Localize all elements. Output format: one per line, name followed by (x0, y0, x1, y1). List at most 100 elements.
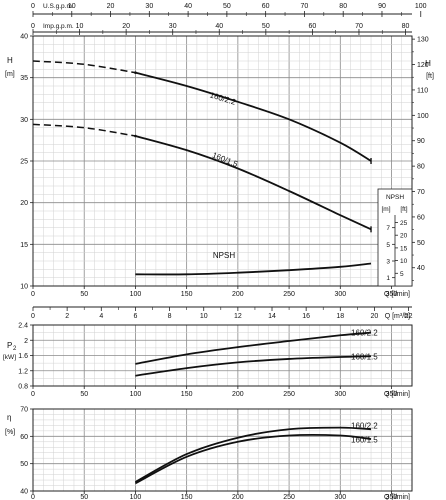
m3h-tick-label: 8 (168, 313, 172, 320)
power-y-axis-label-p: P (7, 341, 12, 350)
power-x-tick-label: 250 (283, 391, 295, 398)
m3h-tick-label: 14 (268, 313, 276, 320)
impgpm-tick-label: 30 (169, 23, 177, 30)
usgpm-tick-label: 10 (68, 3, 76, 10)
eff-y-tick-label: 50 (20, 461, 28, 468)
head-y-tick-label: 10 (20, 284, 28, 291)
head-ft-tick-label: 130 (417, 37, 429, 44)
head-ft-tick-label: 120 (417, 62, 429, 69)
power-y-tick-label: 1.6 (18, 353, 28, 360)
npsh-ft-tick-label: 20 (400, 233, 408, 240)
head-16015-line (135, 135, 372, 231)
head-16022-line (135, 71, 372, 162)
usgpm-axis-label: U.S.g.p.m. (43, 3, 74, 10)
npsh-m-tick-label: 3 (386, 259, 390, 266)
usgpm-tick-label: 30 (145, 3, 153, 10)
m3h-tick-label: 20 (371, 313, 379, 320)
axes-layer (30, 11, 422, 494)
power-y-axis-unit: [kW] (3, 354, 16, 361)
npsh-ft-tick-label: 15 (400, 245, 408, 252)
m3h-tick-label: 22 (405, 313, 413, 320)
head-ft-tick-label: 40 (417, 265, 425, 272)
usgpm-tick-label: 60 (262, 3, 270, 10)
eff-y-axis-unit: [%] (5, 429, 15, 436)
usgpm-tick-label: 90 (378, 3, 386, 10)
npsh-m-tick-label: 5 (386, 242, 390, 249)
power-16015-line (135, 355, 372, 377)
head-y-tick-label: 40 (20, 34, 28, 41)
head-x-tick-label: 150 (181, 291, 193, 298)
eff-x-tick-label: 0 (31, 494, 35, 500)
npsh-ft-tick-label: 10 (400, 258, 408, 265)
power-x-tick-label: 350 (386, 391, 398, 398)
impgpm-tick-label: 20 (122, 23, 130, 30)
impgpm-tick-label: 40 (215, 23, 223, 30)
head-series-label-npsh: NPSH (213, 251, 235, 260)
head-x-axis-label: Q [l/min] (384, 291, 410, 298)
m3h-tick-label: 2 (65, 313, 69, 320)
m3h-tick-label: 0 (31, 313, 35, 320)
head-16015-extrapolated-line (32, 123, 136, 137)
eff-16022-line (134, 426, 372, 483)
head-ft-tick-label: 90 (417, 138, 425, 145)
head-curve-start-dot (134, 134, 137, 138)
head-right-axis-label-h: H (425, 59, 431, 68)
head-x-tick-label: 100 (130, 291, 142, 298)
head-y-tick-label: 30 (20, 117, 28, 124)
head-curve-start-dot (134, 71, 137, 74)
head-right-axis-unit-ft: [ft] (426, 73, 434, 80)
eff-x-tick-label: 50 (80, 494, 88, 500)
usgpm-tick-label: 70 (301, 3, 309, 10)
head-16022-extrapolated-line (32, 60, 136, 74)
impgpm-tick-label: 60 (309, 23, 317, 30)
head-x-tick-label: 200 (232, 291, 244, 298)
eff-x-tick-label: 300 (334, 494, 346, 500)
head-ft-tick-label: 70 (417, 189, 425, 196)
m3h-tick-label: 12 (234, 313, 242, 320)
impgpm-tick-label: 10 (76, 23, 84, 30)
head-series-label-160-2.2: 160/2.2 (209, 90, 238, 107)
power-y-tick-label: 2 (24, 338, 28, 345)
impgpm-axis-label: Imp.g.p.m. (43, 23, 74, 30)
head-x-tick-label: 350 (386, 291, 398, 298)
head-ft-tick-label: 60 (417, 214, 425, 221)
power-series-label-160-1.5: 160/1.5 (351, 352, 378, 361)
m3h-axis-label: Q [m³/h] (385, 313, 410, 320)
series-layer (32, 60, 372, 485)
impgpm-tick-label: 70 (355, 23, 363, 30)
eff-series-label-160-2.2: 160/2.2 (351, 422, 378, 431)
head-NPSH-line (135, 262, 372, 276)
head-series-label-160-1.5: 160/1.5 (211, 151, 240, 170)
eff-y-tick-label: 40 (20, 489, 28, 496)
impgpm-tick-label: 50 (262, 23, 270, 30)
eff-series-label-160-1.5: 160/1.5 (351, 436, 378, 445)
eff-y-axis-label-eta: η (7, 413, 11, 422)
head-x-tick-label: 250 (283, 291, 295, 298)
head-ft-tick-label: 50 (417, 240, 425, 247)
head-y-tick-label: 20 (20, 200, 28, 207)
power-x-axis-label: Q [l/min] (384, 391, 410, 398)
eff-x-tick-label: 250 (283, 494, 295, 500)
eff-x-tick-label: 150 (181, 494, 193, 500)
head-x-tick-label: 0 (31, 291, 35, 298)
usgpm-tick-label: 50 (223, 3, 231, 10)
npsh-ft-tick-label: 5 (400, 271, 404, 278)
head-x-tick-label: 50 (80, 291, 88, 298)
npsh-m-tick-label: 1 (386, 275, 390, 282)
m3h-tick-label: 4 (99, 313, 103, 320)
m3h-tick-label: 18 (336, 313, 344, 320)
usgpm-tick-label: 100 (415, 3, 427, 10)
eff-frame (32, 408, 413, 492)
head-ft-tick-label: 80 (417, 164, 425, 171)
head-ft-tick-label: 110 (417, 87, 428, 94)
power-x-tick-label: 50 (80, 391, 88, 398)
npsh-inset-title: NPSH (386, 194, 404, 201)
power-y-tick-label: 2.4 (18, 323, 28, 330)
head-y-tick-label: 15 (20, 242, 28, 249)
head-y-axis-unit-m: [m] (5, 71, 15, 78)
head-y-tick-label: 25 (20, 159, 28, 166)
power-x-tick-label: 300 (334, 391, 346, 398)
eff-x-tick-label: 350 (386, 494, 398, 500)
head-y-axis-label-h: H (7, 56, 13, 65)
